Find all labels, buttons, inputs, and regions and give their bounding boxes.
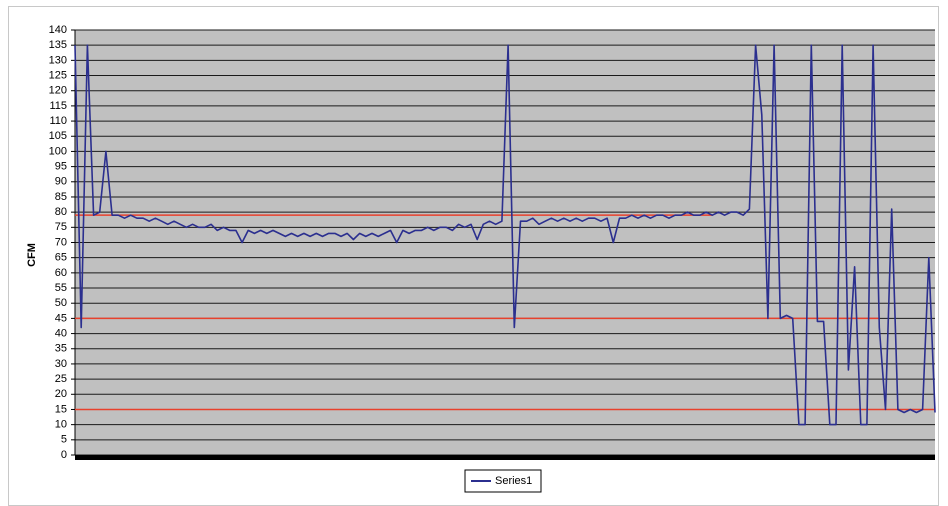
y-axis-label: CFM xyxy=(26,243,38,267)
y-tick-label: 115 xyxy=(49,100,67,112)
y-tick-label: 20 xyxy=(55,388,67,400)
y-tick-label: 95 xyxy=(55,161,67,173)
y-tick-label: 30 xyxy=(55,358,67,370)
y-tick-label: 40 xyxy=(55,327,67,339)
y-tick-label: 45 xyxy=(55,312,67,324)
y-tick-label: 140 xyxy=(49,24,67,36)
series-line xyxy=(74,44,936,426)
y-tick-label: 35 xyxy=(55,343,67,355)
y-tick-label: 65 xyxy=(55,252,67,264)
y-tick-label: 10 xyxy=(55,419,67,431)
y-tick-label: 100 xyxy=(49,145,67,157)
y-tick-label: 75 xyxy=(55,221,67,233)
y-tick-label: 120 xyxy=(49,85,67,97)
y-tick-label: 125 xyxy=(49,69,67,81)
y-tick-label: 60 xyxy=(55,267,67,279)
y-tick-label: 110 xyxy=(49,115,67,127)
y-tick-label: 105 xyxy=(49,130,67,142)
x-axis xyxy=(75,455,935,460)
y-tick-label: 55 xyxy=(55,282,67,294)
y-tick-label: 0 xyxy=(61,449,67,461)
y-tick-label: 80 xyxy=(55,206,67,218)
legend-label: Series1 xyxy=(495,475,532,487)
y-tick-label: 85 xyxy=(55,191,67,203)
y-tick-label: 15 xyxy=(55,403,67,415)
y-tick-label: 130 xyxy=(49,54,67,66)
y-tick-label: 5 xyxy=(61,434,67,446)
y-tick-label: 70 xyxy=(55,236,67,248)
legend-box xyxy=(464,469,542,493)
y-tick-label: 25 xyxy=(55,373,67,385)
y-tick-label: 135 xyxy=(49,39,67,51)
y-tick-label: 50 xyxy=(55,297,67,309)
y-tick-label: 90 xyxy=(55,176,67,188)
